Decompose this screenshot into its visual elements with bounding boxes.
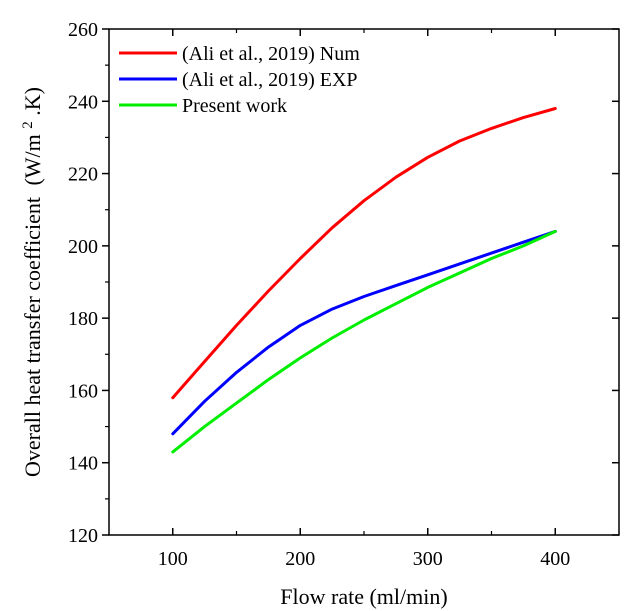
x-tick-label: 400 xyxy=(540,548,570,570)
x-tick-label: 200 xyxy=(285,548,315,570)
legend-label: (Ali et al., 2019) Num xyxy=(182,43,360,65)
y-axis-title-unit: (W/m xyxy=(20,134,45,185)
x-tick-label: 100 xyxy=(158,548,188,570)
legend-label: (Ali et al., 2019) EXP xyxy=(182,69,358,91)
y-axis-title: Overall heat transfer coefficient (W/m 2… xyxy=(12,87,45,477)
legend: (Ali et al., 2019) Num (Ali et al., 2019)… xyxy=(119,43,360,117)
y-tick-label: 160 xyxy=(68,380,98,402)
y-tick-label: 200 xyxy=(68,236,98,258)
series-line-1 xyxy=(171,107,557,400)
x-axis-title: Flow rate (ml/min) xyxy=(280,584,447,609)
y-tick-label: 260 xyxy=(68,19,98,41)
y-tick-label: 220 xyxy=(68,164,98,186)
y-tick-label: 180 xyxy=(68,308,98,330)
legend-label: Present work xyxy=(182,95,287,117)
y-axis-ticks: 120 140 160 180 200 220 240 260 xyxy=(68,19,619,547)
y-axis-title-unit-end: .K) xyxy=(20,87,45,116)
y-tick-label: 120 xyxy=(68,525,98,547)
series-lines xyxy=(171,107,557,454)
x-tick-label: 300 xyxy=(413,548,443,570)
x-axis-ticks: 100 200 300 400 xyxy=(158,29,570,570)
y-axis-title-main: Overall heat transfer coefficient xyxy=(20,197,45,477)
series-line-3 xyxy=(171,229,557,454)
y-axis-title-unit-sup: 2 xyxy=(20,121,36,129)
y-tick-label: 240 xyxy=(68,91,98,113)
series-line-2 xyxy=(171,229,557,436)
y-tick-label: 140 xyxy=(68,453,98,475)
